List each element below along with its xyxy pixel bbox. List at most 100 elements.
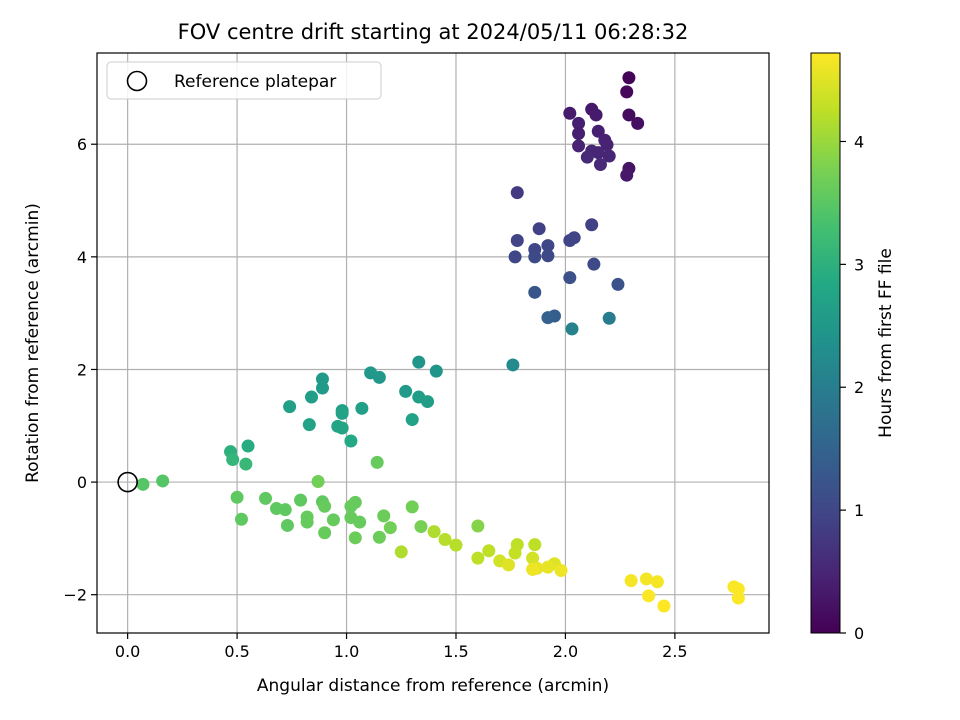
scatter-point bbox=[239, 457, 253, 471]
scatter-point bbox=[372, 530, 386, 544]
scatter-point bbox=[318, 499, 332, 513]
scatter-point bbox=[528, 250, 542, 264]
colorbar-label: Hours from first FF file bbox=[876, 248, 896, 438]
scatter-point bbox=[532, 222, 546, 236]
scatter-point bbox=[414, 520, 428, 534]
scatter-point bbox=[541, 249, 555, 263]
grid bbox=[97, 53, 769, 633]
scatter-point bbox=[241, 439, 255, 453]
scatter-point bbox=[541, 311, 555, 325]
scatter-point bbox=[348, 531, 362, 545]
scatter-point bbox=[731, 582, 745, 596]
scatter-point bbox=[620, 85, 634, 99]
scatter-point bbox=[482, 544, 496, 558]
scatter-point bbox=[565, 322, 579, 336]
y-tick-label: 2 bbox=[77, 360, 87, 379]
scatter-point bbox=[528, 285, 542, 299]
scatter-point bbox=[377, 509, 391, 523]
scatter-point bbox=[593, 157, 607, 171]
colorbar-tick-label: 2 bbox=[854, 378, 864, 397]
scatter-point bbox=[624, 574, 638, 588]
scatter-point bbox=[156, 474, 170, 488]
y-tick-label: −2 bbox=[63, 586, 87, 605]
scatter-point bbox=[622, 108, 636, 122]
scatter-point bbox=[394, 545, 408, 559]
scatter-point bbox=[315, 372, 329, 386]
scatter-point bbox=[383, 521, 397, 535]
scatter-point bbox=[318, 526, 332, 540]
scatter-point bbox=[326, 513, 340, 527]
scatter-point bbox=[580, 150, 594, 164]
scatter-point bbox=[449, 538, 463, 552]
scatter-point bbox=[602, 311, 616, 325]
scatter-point bbox=[300, 515, 314, 529]
scatter-point bbox=[528, 538, 542, 552]
scatter-point bbox=[302, 418, 316, 432]
plot-frame bbox=[96, 52, 770, 634]
legend-entry: Reference platepar bbox=[174, 72, 336, 92]
scatter-point bbox=[554, 563, 568, 577]
scatter-point bbox=[611, 277, 625, 291]
scatter-point bbox=[311, 475, 325, 489]
scatter-point bbox=[508, 250, 522, 264]
scatter-point bbox=[506, 358, 520, 372]
x-tick-label: 2.5 bbox=[662, 642, 687, 661]
scatter-point bbox=[315, 381, 329, 395]
y-axis-label: Rotation from reference (arcmin) bbox=[23, 203, 43, 483]
scatter-point bbox=[471, 519, 485, 533]
scatter-point bbox=[344, 499, 358, 513]
colorbar: 0 1 2 3 4 Hours from first FF file bbox=[810, 52, 896, 643]
scatter-point bbox=[421, 395, 435, 409]
scatter-point bbox=[405, 413, 419, 427]
y-tick-label: 0 bbox=[77, 473, 87, 492]
colorbar-tick-label: 1 bbox=[854, 501, 864, 520]
scatter-point bbox=[585, 218, 599, 232]
x-tick-label: 0.0 bbox=[115, 642, 140, 661]
scatter-point bbox=[405, 500, 419, 514]
x-tick-label: 2.0 bbox=[553, 642, 578, 661]
scatter-point bbox=[429, 364, 443, 378]
scatter-point bbox=[335, 421, 349, 435]
scatter-point bbox=[502, 558, 516, 572]
scatter-point bbox=[563, 234, 577, 248]
scatter-point bbox=[572, 127, 586, 141]
scatter-point bbox=[563, 271, 577, 285]
x-axis-ticks: 0.0 0.5 1.0 1.5 2.0 2.5 bbox=[115, 633, 688, 661]
colorbar-tick-label: 3 bbox=[854, 255, 864, 274]
scatter-point bbox=[526, 562, 540, 576]
scatter-point bbox=[234, 512, 248, 526]
scatter-point bbox=[602, 149, 616, 163]
scatter-point bbox=[283, 400, 297, 414]
scatter-point bbox=[280, 518, 294, 532]
x-tick-label: 1.0 bbox=[334, 642, 359, 661]
y-tick-label: 4 bbox=[77, 248, 87, 267]
scatter-point bbox=[230, 490, 244, 504]
scatter-point bbox=[541, 239, 555, 253]
scatter-point bbox=[591, 124, 605, 138]
scatter-point bbox=[589, 108, 603, 122]
legend-marker-icon bbox=[126, 70, 148, 92]
scatter-point bbox=[294, 493, 308, 507]
scatter-point bbox=[427, 525, 441, 539]
scatter-point bbox=[587, 257, 601, 271]
scatter-point bbox=[563, 106, 577, 120]
scatter-point bbox=[620, 168, 634, 182]
y-tick-label: 6 bbox=[77, 135, 87, 154]
scatter-point bbox=[399, 384, 413, 398]
scatter-points bbox=[136, 71, 745, 613]
scatter-point bbox=[591, 146, 605, 160]
legend: Reference platepar bbox=[106, 61, 382, 100]
scatter-point bbox=[305, 390, 319, 404]
scatter-point bbox=[355, 401, 369, 415]
legend-box bbox=[106, 61, 382, 100]
colorbar-ticks: 0 1 2 3 4 bbox=[840, 132, 864, 643]
y-axis-ticks: −2 0 2 4 6 bbox=[63, 135, 97, 605]
scatter-point bbox=[259, 491, 273, 505]
scatter-point bbox=[471, 551, 485, 565]
scatter-point bbox=[344, 434, 358, 448]
scatter-point bbox=[226, 453, 240, 467]
scatter-point bbox=[412, 355, 426, 369]
x-tick-label: 1.5 bbox=[443, 642, 468, 661]
scatter-point bbox=[353, 515, 367, 529]
